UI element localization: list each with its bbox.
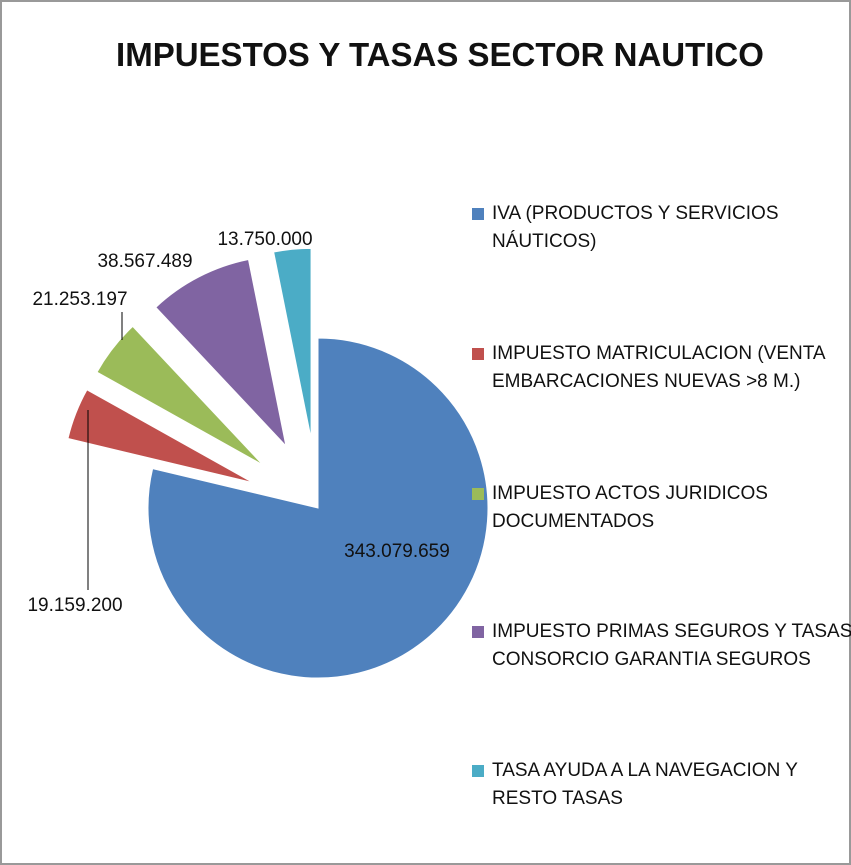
legend-item: TASA AYUDA A LA NAVEGACION Y RESTO TASAS [472, 757, 851, 813]
legend-label: IMPUESTO ACTOS JURIDICOS DOCUMENTADOS [492, 483, 768, 532]
data-label: 38.567.489 [97, 251, 192, 272]
data-label: 13.750.000 [217, 229, 312, 250]
legend-label: TASA AYUDA A LA NAVEGACION Y RESTO TASAS [492, 760, 798, 809]
legend-item: IMPUESTO PRIMAS SEGUROS Y TASAS CONSORCI… [472, 618, 851, 674]
legend-label: IVA (PRODUCTOS Y SERVICIOS NÁUTICOS) [492, 203, 779, 252]
data-label: 21.253.197 [32, 289, 127, 310]
pie-slice [155, 258, 287, 448]
pie-slice [67, 389, 254, 484]
legend-swatch [472, 208, 484, 220]
legend-item: IMPUESTO ACTOS JURIDICOS DOCUMENTADOS [472, 480, 851, 536]
legend-label: IMPUESTO PRIMAS SEGUROS Y TASAS CONSORCI… [492, 621, 851, 670]
legend-swatch [472, 348, 484, 360]
pie-slice [96, 325, 264, 466]
data-label: 343.079.659 [344, 541, 450, 562]
pie-slice [147, 337, 489, 679]
legend-swatch [472, 488, 484, 500]
legend-item: IMPUESTO MATRICULACION (VENTA EMBARCACIO… [472, 340, 851, 396]
legend-swatch [472, 626, 484, 638]
pie-slice [273, 247, 312, 439]
legend-label: IMPUESTO MATRICULACION (VENTA EMBARCACIO… [492, 343, 825, 392]
chart-title: IMPUESTOS Y TASAS SECTOR NAUTICO [116, 36, 764, 73]
legend-item: IVA (PRODUCTOS Y SERVICIOS NÁUTICOS) [472, 200, 851, 256]
legend-swatch [472, 765, 484, 777]
data-label: 19.159.200 [27, 595, 122, 616]
